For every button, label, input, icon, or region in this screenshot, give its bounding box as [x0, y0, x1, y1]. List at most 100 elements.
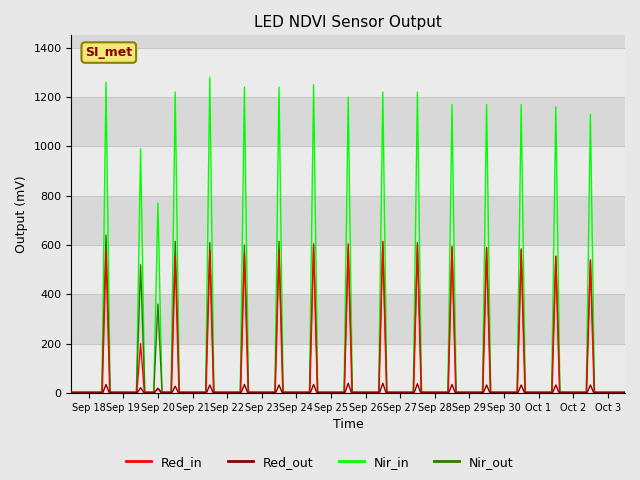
- Nir_in: [479, 389, 486, 395]
- Red_in: [154, 385, 162, 391]
- Red_out: [307, 389, 314, 395]
- Red_in: [172, 253, 179, 259]
- Nir_out: [444, 389, 452, 395]
- Nir_out: [410, 389, 417, 395]
- Bar: [72, 245, 625, 294]
- Red_out: [587, 382, 595, 388]
- Red_in: [344, 241, 352, 247]
- Nir_out: [210, 389, 218, 395]
- Red_in: [202, 389, 210, 395]
- Nir_out: [167, 389, 175, 395]
- Nir_out: [175, 389, 183, 395]
- Red_in: [548, 389, 556, 395]
- Red_in: [444, 389, 452, 395]
- Red_in: [383, 389, 390, 395]
- Red_out: [151, 389, 159, 395]
- Nir_out: [241, 242, 248, 248]
- Nir_in: [202, 389, 209, 395]
- Nir_out: [340, 389, 348, 395]
- Nir_in: [587, 111, 595, 117]
- Nir_out: [487, 389, 495, 395]
- Red_out: [515, 389, 522, 395]
- Red_in: [137, 341, 145, 347]
- Red_out: [241, 382, 248, 387]
- Nir_in: [487, 389, 495, 395]
- Nir_in: [582, 389, 590, 395]
- Red_in: [452, 389, 460, 395]
- Nir_in: [418, 389, 426, 395]
- Red_out: [272, 389, 280, 395]
- Red_out: [172, 384, 179, 389]
- Nir_in: [244, 389, 252, 395]
- Nir_out: [154, 301, 162, 307]
- Nir_out: [244, 389, 252, 395]
- Nir_in: [517, 102, 525, 108]
- Red_in: [448, 243, 456, 249]
- Nir_in: [158, 389, 166, 395]
- Nir_out: [552, 253, 559, 259]
- Red_out: [555, 389, 563, 395]
- Nir_in: [150, 389, 157, 395]
- Nir_out: [314, 389, 321, 395]
- Red_in: [483, 245, 490, 251]
- Red_out: [379, 380, 387, 386]
- Text: SI_met: SI_met: [85, 46, 132, 59]
- Nir_in: [241, 84, 248, 90]
- Red_out: [417, 389, 424, 395]
- Bar: [72, 344, 625, 393]
- Red_in: [150, 389, 158, 395]
- Red_in: [158, 389, 166, 395]
- Red_in: [99, 389, 106, 395]
- Red_in: [306, 389, 314, 395]
- Nir_out: [158, 389, 166, 395]
- Red_out: [157, 389, 165, 395]
- Red_out: [520, 389, 528, 395]
- Nir_in: [206, 74, 214, 80]
- Red_out: [168, 389, 176, 395]
- Red_out: [348, 389, 355, 395]
- Nir_in: [452, 389, 460, 395]
- Red_out: [621, 389, 629, 395]
- Nir_out: [483, 245, 490, 251]
- Red_in: [479, 389, 486, 395]
- Nir_in: [349, 389, 356, 395]
- Nir_out: [375, 389, 383, 395]
- Red_out: [483, 382, 490, 388]
- Red_out: [105, 389, 113, 395]
- Red_out: [244, 389, 252, 395]
- Red_out: [206, 382, 214, 388]
- Red_in: [340, 389, 348, 395]
- Nir_out: [379, 240, 387, 245]
- Nir_in: [621, 389, 629, 395]
- Title: LED NDVI Sensor Output: LED NDVI Sensor Output: [254, 15, 442, 30]
- Red_in: [348, 389, 356, 395]
- Red_in: [314, 389, 321, 395]
- Nir_in: [106, 389, 114, 395]
- Nir_in: [271, 389, 278, 395]
- Red_in: [271, 389, 279, 395]
- Red_out: [448, 382, 456, 387]
- Red_in: [106, 389, 113, 395]
- Red_in: [621, 389, 629, 395]
- Red_in: [175, 389, 183, 395]
- Red_out: [137, 385, 145, 391]
- Red_in: [417, 389, 425, 395]
- Red_in: [379, 239, 387, 244]
- Bar: [72, 196, 625, 245]
- Nir_in: [522, 389, 529, 395]
- Nir_out: [522, 389, 529, 395]
- Red_out: [584, 389, 591, 395]
- Red_out: [382, 389, 390, 395]
- Line: Red_out: Red_out: [72, 383, 625, 392]
- Nir_out: [68, 389, 76, 395]
- Nir_in: [306, 389, 314, 395]
- Nir_out: [279, 389, 287, 395]
- Nir_in: [556, 389, 564, 395]
- Red_in: [279, 389, 287, 395]
- Red_out: [209, 389, 217, 395]
- X-axis label: Time: Time: [333, 419, 364, 432]
- Red_out: [486, 389, 493, 395]
- Red_out: [517, 382, 525, 388]
- Nir_out: [513, 389, 521, 395]
- Nir_in: [68, 389, 76, 395]
